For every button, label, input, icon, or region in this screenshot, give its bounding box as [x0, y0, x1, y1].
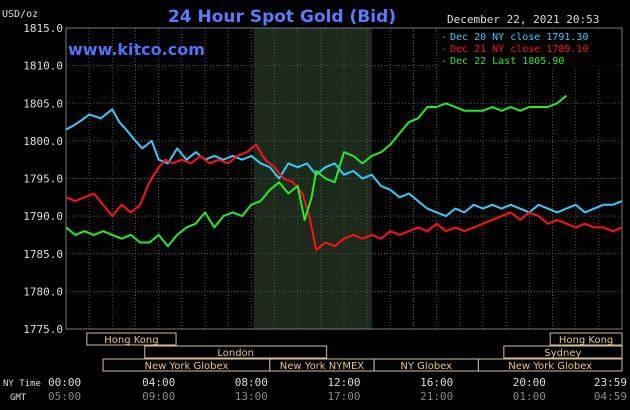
y-tick-label: 1790.0	[23, 210, 63, 223]
legend-entry: Dec 22 Last 1805.90	[450, 56, 564, 67]
x-tick-label-gmt: 13:00	[235, 390, 268, 403]
x-tick-label-ny: 20:00	[513, 376, 546, 389]
title-block: 24 Hour Spot Gold (Bid) www.kitco.com De…	[2, 7, 599, 59]
y-axis-label: USD/oz	[2, 9, 38, 20]
y-tick-label: 1785.0	[23, 248, 63, 261]
x-tick-label-gmt: 21:00	[420, 390, 453, 403]
session-bar	[477, 358, 623, 372]
legend-marker: -	[441, 56, 447, 67]
session-label: Hong Kong	[559, 335, 613, 346]
legend-box	[438, 30, 618, 68]
session-label: New York NYMEX	[280, 361, 365, 372]
x-tick-label-gmt: 17:00	[327, 390, 360, 403]
legend-marker: -	[441, 44, 447, 55]
session-label: New York Globex	[145, 361, 229, 372]
session-bar	[86, 332, 177, 346]
y-tick-label: 1810.0	[23, 60, 63, 73]
legend-entry: Dec 21 NY close 1789.10	[450, 44, 588, 55]
x-tick-label-ny: 04:00	[142, 376, 175, 389]
legend-entry: Dec 20 NY close 1791.30	[450, 32, 588, 43]
x-tick-label-gmt: 04:59	[594, 390, 627, 403]
x-tick-label-ny: 00:00	[48, 376, 81, 389]
x-tick-label-ny: 12:00	[327, 376, 360, 389]
x-tick-label-gmt: 05:00	[48, 390, 81, 403]
series-line-2	[65, 94, 568, 248]
session-label: Sydney	[544, 348, 581, 359]
session-bar	[144, 345, 328, 359]
session-label: London	[217, 348, 254, 359]
session-bar	[549, 332, 623, 346]
session-label: NY Globex	[400, 361, 452, 372]
session-label: Hong Kong	[104, 335, 158, 346]
session-bar	[503, 345, 623, 359]
market-sessions: Hong Kong London New York Globex New York N…	[86, 332, 623, 372]
y-tick-label: 1805.0	[23, 97, 63, 110]
plot-area	[65, 27, 623, 330]
axes: 1775.0 1780.0 1785.0 1790.0 1795.0 1800.0 1805…	[3, 22, 627, 403]
legend: - Dec 20 NY close 1791.30- Dec 21 NY close…	[438, 30, 618, 68]
y-tick-label: 1780.0	[23, 285, 63, 298]
x-tick-label-gmt: 01:00	[513, 390, 546, 403]
y-tick-label: 1815.0	[23, 22, 63, 35]
legend-marker: -	[441, 32, 447, 43]
y-tick-label: 1800.0	[23, 135, 63, 148]
y-tick-label: 1795.0	[23, 173, 63, 186]
y-tick-label: 1775.0	[23, 323, 63, 336]
x-tick-label-gmt: 09:00	[142, 390, 175, 403]
date-time-label: December 22, 2021 20:53	[447, 13, 599, 26]
x-tick-label-ny: 16:00	[420, 376, 453, 389]
series-line-1	[65, 143, 623, 251]
x-tick-label-ny: 08:00	[235, 376, 268, 389]
x-tick-label-ny: 23:59	[594, 376, 627, 389]
gmt-axis-label: GMT	[10, 393, 27, 403]
session-label: New York Globex	[508, 361, 592, 372]
ny-time-axis-label: NY Time	[3, 379, 41, 389]
chart-title: 24 Hour Spot Gold (Bid)	[168, 7, 396, 27]
plot-border	[65, 27, 623, 330]
website-label: www.kitco.com	[68, 40, 205, 59]
